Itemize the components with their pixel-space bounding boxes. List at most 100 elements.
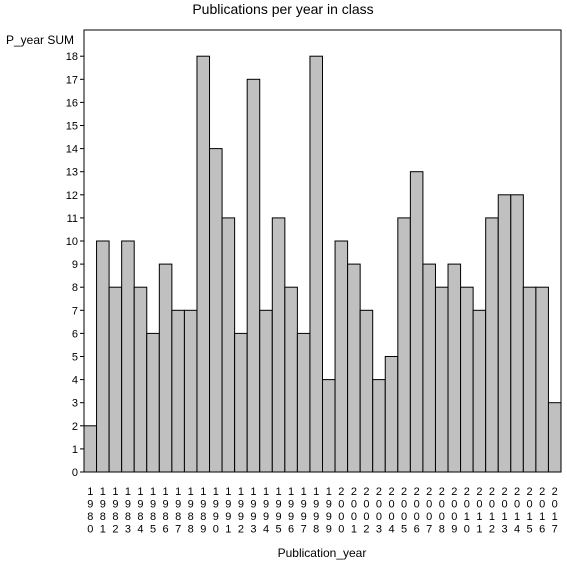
bar-1984 xyxy=(133,286,148,473)
y-tick-label: 18 xyxy=(66,51,78,63)
y-tick-label: 13 xyxy=(66,167,78,179)
bar-1990 xyxy=(209,148,223,473)
bar-2013 xyxy=(497,194,512,473)
bar-2015 xyxy=(522,286,537,473)
y-tick-label: 17 xyxy=(66,74,78,86)
bar-2014 xyxy=(510,194,524,473)
bar-1995 xyxy=(271,217,286,473)
bar-series xyxy=(83,55,562,473)
y-tick-label: 6 xyxy=(72,328,78,340)
bar-1992 xyxy=(234,332,248,473)
y-tick-label: 8 xyxy=(72,282,78,294)
x-axis-label: Publication_year xyxy=(278,546,367,560)
bar-1985 xyxy=(146,332,160,473)
bar-2006 xyxy=(409,171,424,473)
y-tick-label: 16 xyxy=(66,97,78,109)
y-tick-label: 12 xyxy=(66,190,78,202)
bar-1981 xyxy=(96,240,110,473)
y-axis-label: P_year SUM xyxy=(6,33,74,47)
bar-1991 xyxy=(221,217,236,473)
bar-1986 xyxy=(158,263,173,473)
bar-1997 xyxy=(296,332,311,473)
y-tick-label: 15 xyxy=(66,121,78,133)
bar-1980 xyxy=(83,425,98,473)
bar-2001 xyxy=(347,263,361,473)
y-tick-label: 10 xyxy=(66,236,78,248)
bar-2004 xyxy=(384,356,399,473)
bar-2007 xyxy=(422,263,436,473)
bar-2002 xyxy=(359,309,374,473)
bar-1983 xyxy=(121,240,135,473)
y-tick-label: 0 xyxy=(72,467,78,479)
y-tick-label: 1 xyxy=(72,444,78,456)
bar-2017 xyxy=(547,402,562,473)
bar-2008 xyxy=(434,286,449,473)
bar-2016 xyxy=(535,286,549,473)
y-tick-label: 2 xyxy=(72,421,78,433)
bar-1993 xyxy=(246,78,261,473)
bar-2010 xyxy=(460,286,474,473)
bar-2011 xyxy=(472,309,487,473)
chart-title: Publications per year in class xyxy=(192,1,373,17)
y-tick-label: 7 xyxy=(72,305,78,317)
y-tick-label: 11 xyxy=(67,213,78,225)
bar-2009 xyxy=(447,263,462,473)
bar-1994 xyxy=(259,309,273,473)
bar-2005 xyxy=(397,217,411,473)
bar-1996 xyxy=(284,286,298,473)
bar-1982 xyxy=(108,286,123,473)
y-tick-label: 3 xyxy=(72,398,78,410)
y-tick-label: 4 xyxy=(72,375,78,387)
bar-1999 xyxy=(322,379,336,473)
bar-1988 xyxy=(183,309,198,473)
bar-2000 xyxy=(334,240,349,473)
bar-2012 xyxy=(485,217,499,473)
bar-1989 xyxy=(196,55,211,473)
x-axis: 1 9 8 0 1 9 8 1 1 9 8 2 1 9 8 3 1 9 8 4 1 9 8 5 1 9 8 6 1 9 8 7 1 9 8 8 1 9 8 9… xyxy=(87,486,558,536)
bar-1998 xyxy=(309,55,324,473)
bar-2003 xyxy=(372,379,386,473)
y-tick-label: 9 xyxy=(72,259,78,271)
bar-1987 xyxy=(171,309,185,473)
